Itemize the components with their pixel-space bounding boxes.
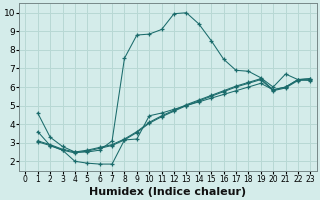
X-axis label: Humidex (Indice chaleur): Humidex (Indice chaleur): [89, 187, 246, 197]
